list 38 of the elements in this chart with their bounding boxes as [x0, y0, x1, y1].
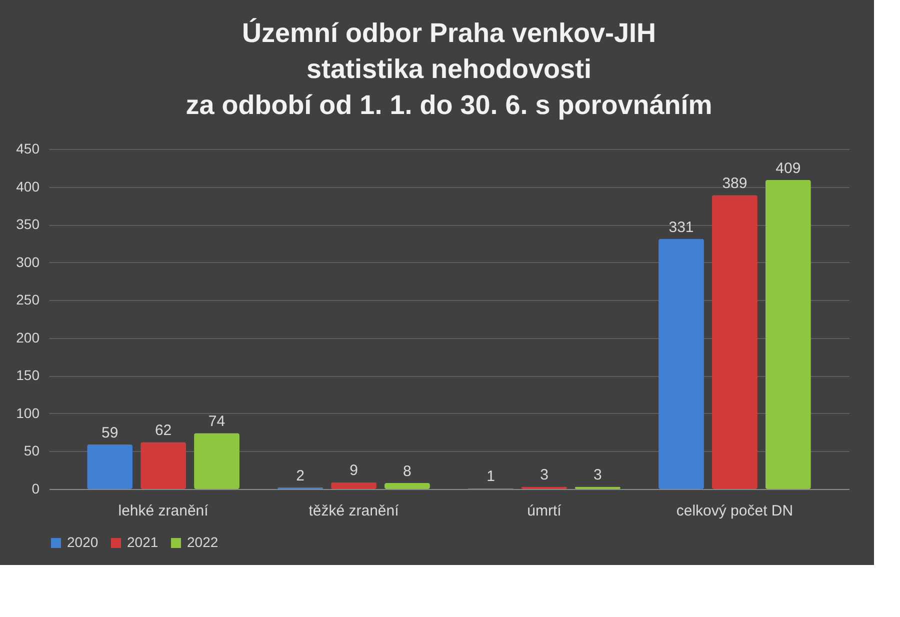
y-tick-label: 450 — [16, 140, 40, 156]
data-label: 9 — [350, 462, 358, 480]
y-tick-label: 300 — [16, 254, 40, 270]
y-tick-label: 250 — [16, 292, 40, 308]
chart-title: Územní odbor Praha venkov-JIH statistika nehodovosti za odbobí od 1. 1. do 30. 6. s porovnáním — [186, 18, 712, 120]
data-label: 3 — [594, 466, 602, 484]
data-label: 59 — [101, 424, 118, 442]
bar — [194, 433, 240, 489]
bar — [384, 482, 430, 489]
y-tick-label: 100 — [16, 404, 40, 421]
y-tick-label: 50 — [24, 442, 40, 459]
bar — [658, 238, 704, 489]
data-label: 389 — [722, 175, 748, 192]
data-label: 74 — [208, 413, 226, 430]
legend-label: 2020 — [67, 534, 98, 550]
bar — [140, 442, 186, 489]
bar — [87, 444, 133, 489]
bar — [331, 482, 376, 489]
data-label: 2 — [296, 467, 304, 484]
x-tick-label: úmrtí — [527, 502, 562, 520]
data-label: 8 — [403, 462, 412, 480]
y-tick-label: 200 — [16, 329, 40, 346]
data-label: 1 — [486, 468, 495, 486]
y-tick-label: 150 — [16, 367, 40, 384]
bar — [712, 195, 758, 489]
y-tick-label: 400 — [16, 178, 40, 194]
x-tick-label: těžké zranění — [308, 502, 400, 520]
legend-label: 2021 — [127, 534, 158, 550]
y-tick-label: 0 — [32, 480, 40, 496]
x-tick-label: celkový počet DN — [676, 502, 794, 520]
legend-label: 2022 — [187, 534, 218, 550]
data-label: 331 — [668, 218, 694, 236]
x-tick-label: lehké zranění — [118, 502, 210, 520]
y-tick-label: 350 — [16, 216, 40, 232]
bar — [765, 180, 811, 489]
data-label: 409 — [776, 160, 801, 177]
data-label: 3 — [540, 466, 548, 484]
data-label: 62 — [154, 422, 172, 440]
